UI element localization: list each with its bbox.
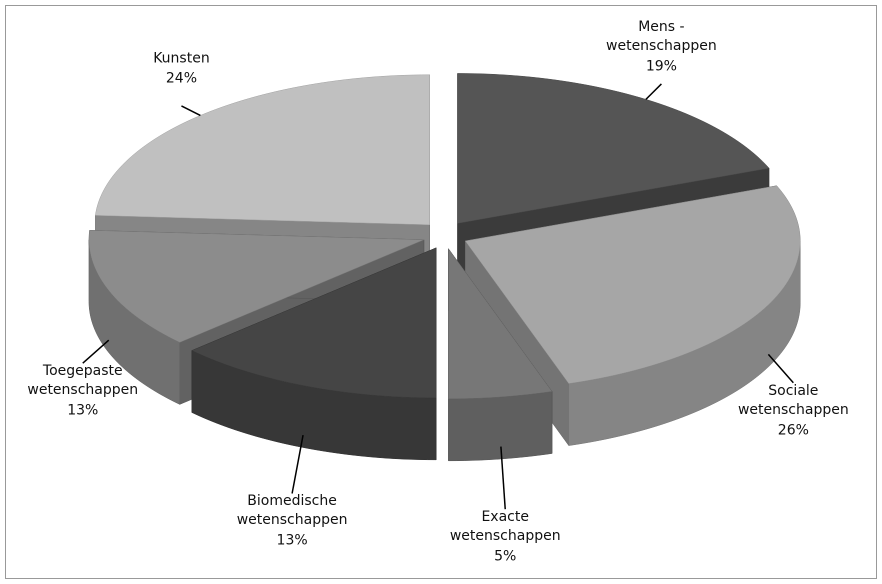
slice-label: Exacte wetenschappen (449, 509, 561, 545)
leader-line (291, 434, 304, 494)
slice-label: Sociale wetenschappen (737, 382, 849, 418)
slice-value-label: 13% (276, 532, 308, 549)
slice-label: Biomedische wetenschappen (236, 493, 348, 529)
slice-value-label: 24% (165, 70, 197, 87)
leader-line (500, 446, 506, 510)
slice-side (448, 391, 553, 462)
slice-value-label: 19% (645, 58, 677, 75)
slice-group (448, 248, 553, 462)
slice-group (191, 247, 437, 461)
slice (448, 248, 553, 400)
leader-line (645, 83, 662, 100)
slice (88, 230, 425, 343)
leader-line (181, 105, 201, 117)
slice-label: Kunsten (153, 50, 210, 67)
slice-label: Mens - wetenschappen (606, 18, 717, 54)
slice-value-label: 26% (777, 422, 809, 439)
slice-value-label: 13% (67, 402, 99, 419)
leader-line (82, 339, 110, 364)
slice-value-label: 5% (494, 548, 517, 565)
slice (95, 74, 430, 226)
slice (464, 185, 801, 384)
slice (191, 247, 437, 399)
slice-label: Toegepaste wetenschappen (27, 363, 139, 399)
leader-line (767, 353, 794, 384)
